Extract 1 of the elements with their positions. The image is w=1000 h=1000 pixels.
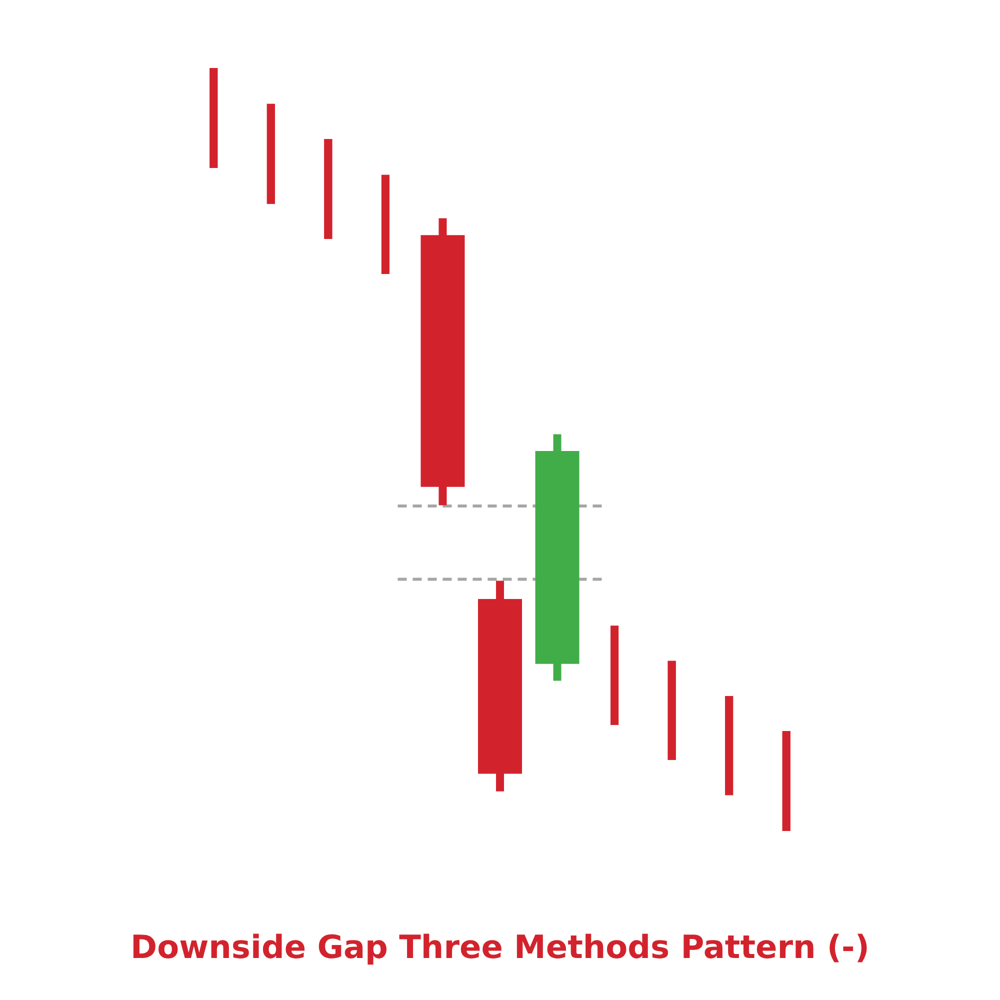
- text: Downside Gap Three Methods Pattern (-): [130, 928, 870, 966]
